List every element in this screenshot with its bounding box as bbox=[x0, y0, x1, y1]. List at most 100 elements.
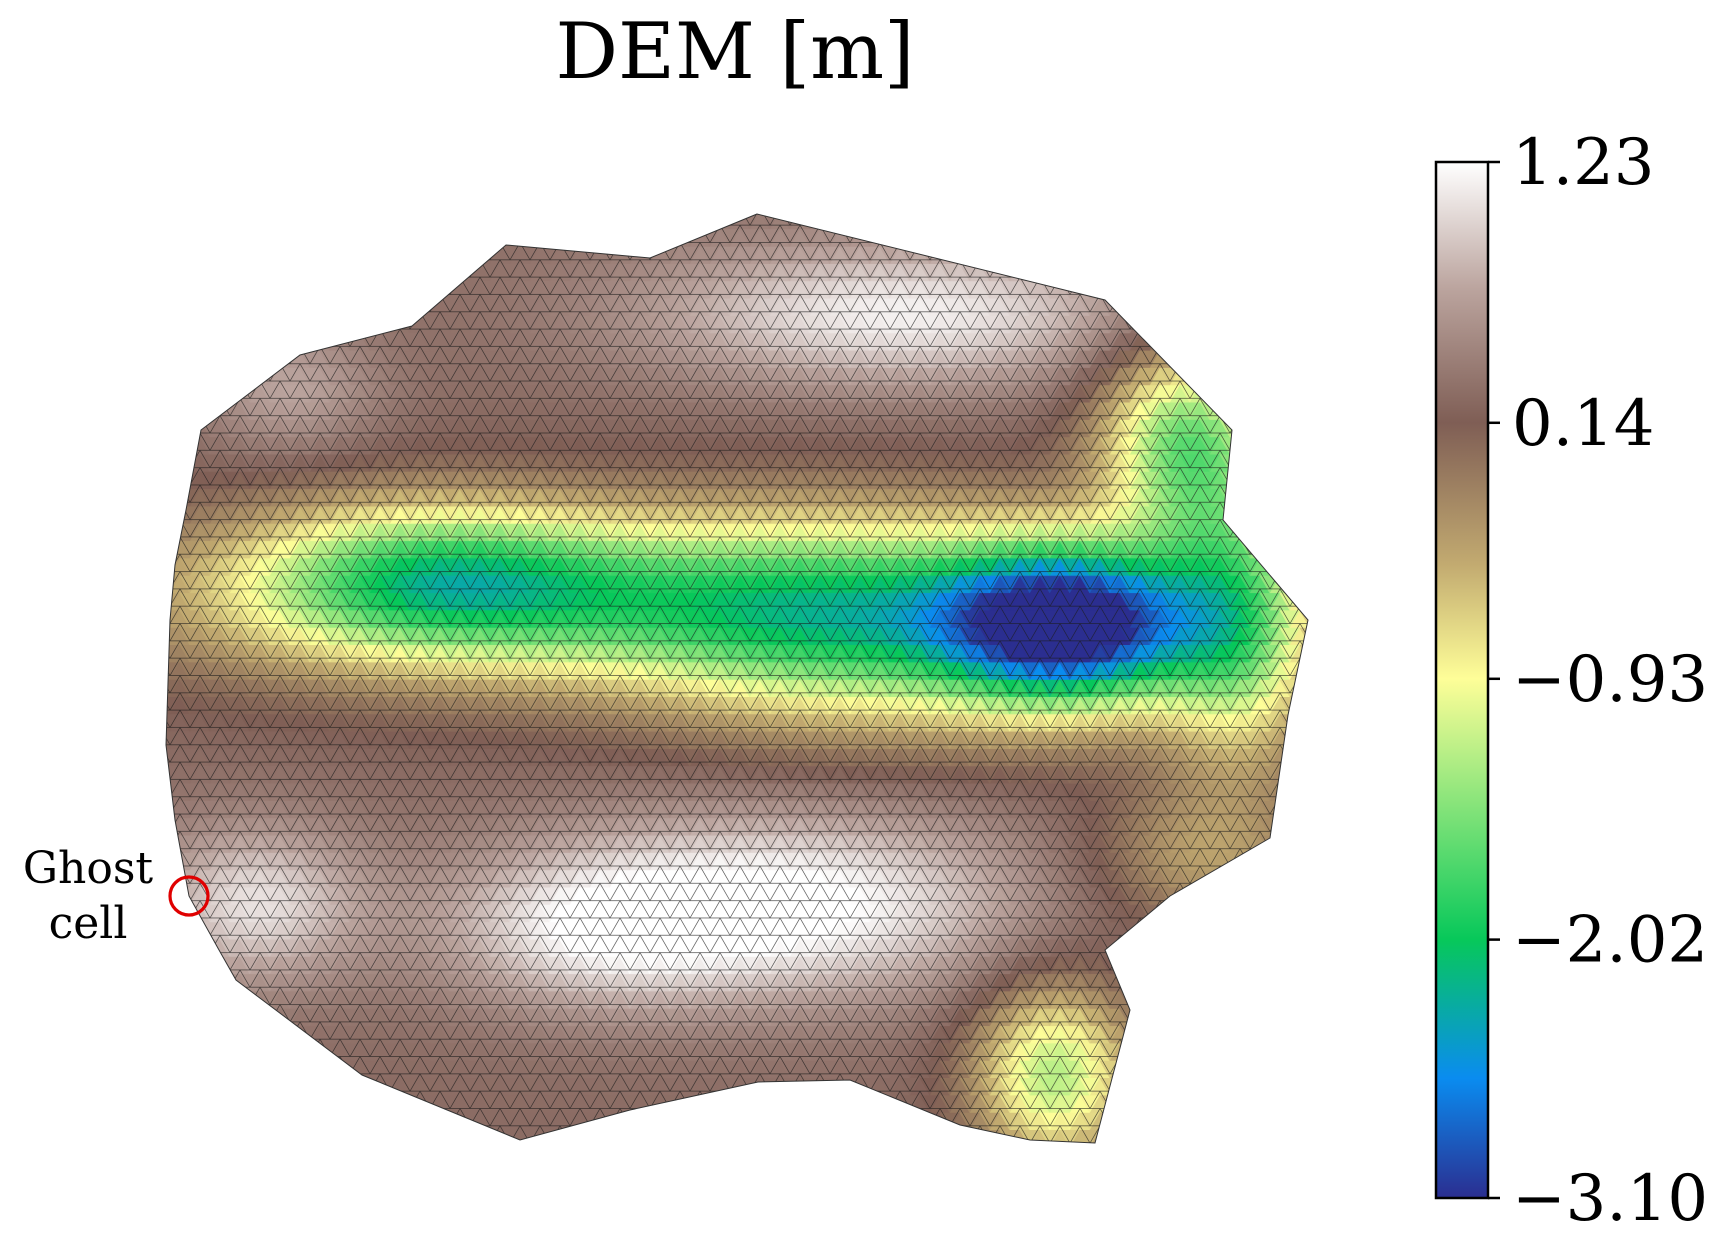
mesh-cell bbox=[999, 246, 1021, 265]
mesh-cell bbox=[199, 246, 221, 265]
mesh-cell bbox=[140, 507, 160, 524]
mesh-cell bbox=[290, 195, 310, 212]
mesh-cell bbox=[1259, 523, 1281, 542]
mesh-cell bbox=[1310, 334, 1330, 351]
mesh-cell bbox=[1129, 214, 1151, 230]
mesh-cell bbox=[1249, 852, 1271, 871]
mesh-cell bbox=[909, 214, 931, 230]
mesh-cell bbox=[940, 195, 960, 212]
mesh-cell bbox=[1219, 350, 1241, 369]
mesh-cell bbox=[169, 315, 191, 334]
mesh-cell bbox=[1169, 281, 1191, 300]
mesh-cell bbox=[349, 298, 371, 317]
mesh-cell bbox=[1209, 246, 1231, 265]
mesh-cell bbox=[1069, 228, 1091, 248]
mesh-cell bbox=[409, 228, 431, 248]
mesh-cell bbox=[1289, 228, 1308, 248]
mesh-cell bbox=[279, 214, 301, 231]
mesh-cell bbox=[166, 385, 181, 404]
mesh-cell bbox=[1009, 214, 1031, 230]
mesh-cell bbox=[1229, 315, 1251, 334]
mesh-cell bbox=[120, 697, 140, 714]
mesh-cell bbox=[1310, 611, 1330, 628]
mesh-cell bbox=[140, 819, 160, 836]
mesh-cell bbox=[1279, 298, 1301, 317]
mesh-cell bbox=[1330, 212, 1350, 229]
mesh-cell bbox=[649, 214, 671, 230]
mesh-cell bbox=[120, 541, 140, 558]
mesh-cell bbox=[1249, 315, 1271, 334]
mesh-cell bbox=[1179, 263, 1201, 283]
mesh-cell bbox=[1310, 212, 1330, 229]
mesh-cell bbox=[120, 489, 140, 506]
mesh-cell bbox=[1289, 766, 1308, 785]
mesh-cell bbox=[309, 315, 331, 334]
mesh-cell bbox=[1310, 507, 1330, 524]
mesh-cell bbox=[1269, 558, 1291, 577]
mesh-cell bbox=[140, 645, 160, 662]
mesh-cell bbox=[740, 195, 760, 212]
mesh-cell bbox=[429, 246, 451, 265]
mesh-cell bbox=[420, 195, 440, 212]
mesh-cell bbox=[166, 800, 171, 819]
mesh-cell bbox=[166, 506, 171, 525]
mesh-cell bbox=[1229, 869, 1251, 889]
mesh-cell bbox=[1299, 783, 1308, 802]
mesh-cell bbox=[1269, 367, 1291, 386]
mesh-cell bbox=[1269, 540, 1291, 560]
mesh-cell bbox=[1159, 281, 1181, 300]
mesh-cell bbox=[1299, 419, 1308, 439]
mesh-cell bbox=[166, 471, 181, 490]
mesh-cell bbox=[130, 368, 150, 385]
mesh-cell bbox=[189, 298, 211, 317]
mesh-cell bbox=[1289, 714, 1308, 733]
mesh-cell bbox=[130, 195, 150, 212]
mesh-cell bbox=[989, 228, 1011, 248]
mesh-cell bbox=[1189, 246, 1211, 265]
mesh-cell bbox=[1229, 471, 1251, 490]
mesh-cell bbox=[1279, 558, 1301, 577]
mesh-cell bbox=[1149, 315, 1171, 334]
mesh-cell bbox=[1310, 819, 1330, 836]
mesh-cell bbox=[990, 195, 1010, 212]
mesh-cell bbox=[419, 263, 441, 283]
mesh-cell bbox=[130, 455, 150, 472]
mesh-cell bbox=[969, 214, 991, 230]
mesh-cell bbox=[1179, 350, 1201, 369]
mesh-cell bbox=[239, 246, 261, 265]
mesh-cell bbox=[1289, 540, 1308, 560]
mesh-cell bbox=[1310, 576, 1330, 593]
mesh-cell bbox=[166, 575, 171, 594]
mesh-cell bbox=[1330, 593, 1350, 610]
mesh-cell bbox=[1249, 263, 1271, 282]
mesh-cell bbox=[1320, 351, 1340, 368]
mesh-cell bbox=[1249, 367, 1271, 386]
mesh-cell bbox=[1249, 228, 1271, 248]
mesh-cell bbox=[560, 195, 580, 212]
mesh-cell bbox=[209, 298, 231, 317]
mesh-cell bbox=[1299, 800, 1308, 820]
mesh-cell bbox=[209, 350, 231, 369]
mesh-cell bbox=[1239, 315, 1261, 335]
mesh-cell bbox=[1330, 264, 1350, 281]
mesh-cell bbox=[1330, 749, 1350, 766]
mesh-cell bbox=[130, 715, 150, 732]
mesh-cell bbox=[199, 229, 221, 248]
mesh-cell bbox=[1279, 333, 1301, 352]
mesh-cell bbox=[899, 214, 921, 231]
mesh-cell bbox=[130, 559, 150, 576]
mesh-cell bbox=[1320, 801, 1340, 818]
mesh-cell bbox=[1159, 298, 1181, 317]
mesh-cell bbox=[1199, 229, 1221, 248]
mesh-cell bbox=[1139, 214, 1161, 231]
mesh-cell bbox=[269, 315, 291, 334]
mesh-cell bbox=[629, 214, 651, 230]
mesh-cell bbox=[1249, 887, 1271, 906]
mesh-cell bbox=[1149, 214, 1171, 230]
mesh-cell bbox=[1330, 871, 1350, 888]
mesh-cell bbox=[359, 281, 381, 300]
mesh-cell bbox=[399, 246, 421, 265]
mesh-cell bbox=[1269, 419, 1291, 438]
mesh-cell bbox=[1089, 281, 1111, 300]
mesh-cell bbox=[1260, 195, 1280, 212]
